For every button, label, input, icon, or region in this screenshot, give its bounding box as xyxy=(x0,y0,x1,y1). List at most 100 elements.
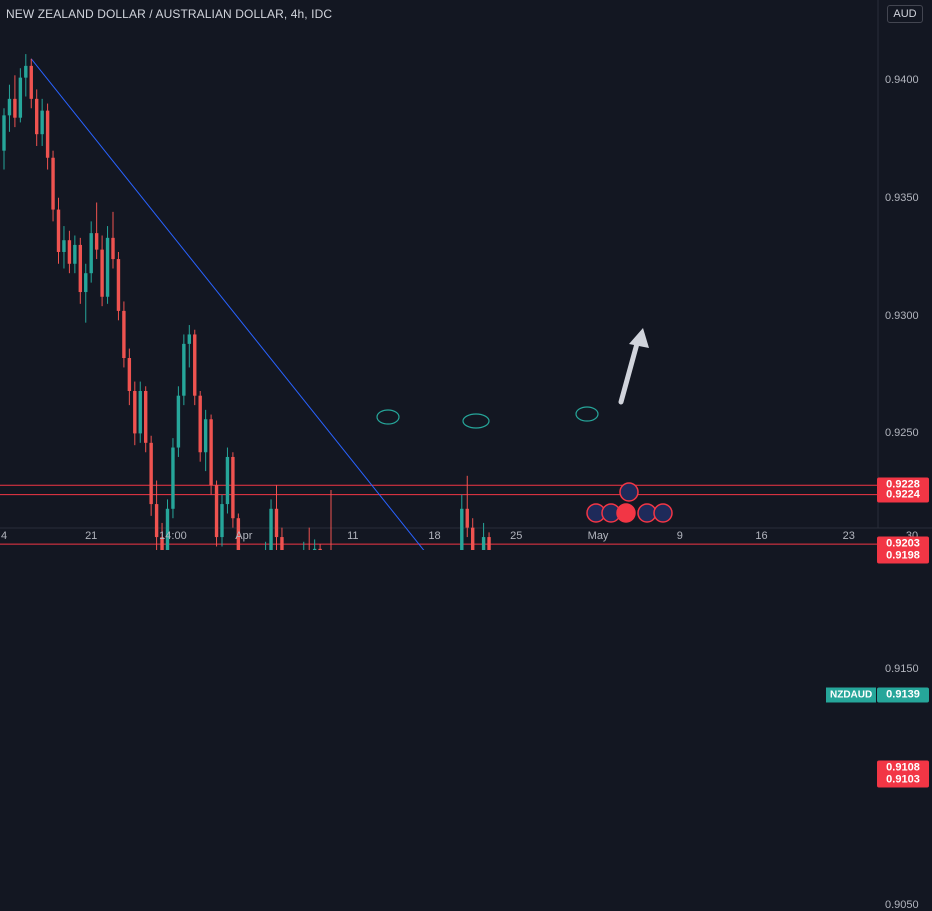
candle xyxy=(78,237,82,304)
candle-body xyxy=(269,508,273,550)
candle-body xyxy=(62,240,66,252)
level-price-label: 0.9198 xyxy=(877,548,929,564)
candle xyxy=(149,435,153,516)
candle-body xyxy=(165,508,170,550)
candle-body xyxy=(13,98,17,118)
arrow-shaft xyxy=(618,337,641,405)
candle xyxy=(198,390,202,462)
price-tick-label: 0.9400 xyxy=(885,74,919,86)
economic-event-icons[interactable] xyxy=(586,482,673,523)
chart-canvas[interactable] xyxy=(0,0,932,550)
candle xyxy=(51,150,55,222)
candle xyxy=(7,84,12,132)
candle-body xyxy=(29,65,33,99)
candle-body xyxy=(193,334,197,396)
candle xyxy=(225,447,230,514)
level-price-label: 0.9203 xyxy=(877,536,929,552)
candle xyxy=(280,527,284,550)
candle-body xyxy=(171,447,175,509)
candle xyxy=(203,409,208,472)
candle xyxy=(312,539,317,550)
projection-arrow[interactable] xyxy=(618,328,649,405)
candle-body xyxy=(274,508,279,538)
bottom-marker-ellipse[interactable] xyxy=(376,409,400,425)
candle-body xyxy=(116,259,121,311)
currency-badge[interactable]: AUD xyxy=(887,5,923,23)
candle xyxy=(165,499,170,550)
arrow-head xyxy=(629,328,649,348)
candle xyxy=(111,211,115,269)
candle-body xyxy=(40,110,44,135)
candle xyxy=(67,230,72,274)
candle-body xyxy=(182,343,186,396)
candle xyxy=(303,541,305,550)
bottom-marker-ellipse[interactable] xyxy=(462,413,490,429)
candle xyxy=(471,518,475,550)
symbol-label: NZDAUD xyxy=(826,687,877,703)
time-tick-label: Apr xyxy=(235,530,253,542)
last-price-label: 0.9139 xyxy=(877,687,929,703)
candle-body xyxy=(122,310,126,359)
candle-body xyxy=(18,77,23,118)
candle xyxy=(274,485,279,550)
time-tick-label: 9 xyxy=(676,530,683,542)
horizontal-levels[interactable] xyxy=(0,484,878,550)
candle-body xyxy=(45,110,50,158)
trendline[interactable] xyxy=(30,58,655,550)
au-flag-icon[interactable] xyxy=(616,503,636,523)
candle xyxy=(265,541,267,550)
au-flag-icon[interactable] xyxy=(619,482,639,502)
candle-body xyxy=(138,390,142,434)
level-price-label: 0.9224 xyxy=(877,487,929,503)
candle-body xyxy=(312,548,317,550)
candle xyxy=(231,452,235,528)
double-bottom-markers[interactable] xyxy=(376,406,599,429)
candle-body xyxy=(2,115,6,151)
candle xyxy=(116,251,121,321)
candle xyxy=(182,334,186,406)
price-tick-label: 0.9050 xyxy=(885,898,919,911)
candle xyxy=(40,98,44,146)
candle xyxy=(13,75,17,128)
candle xyxy=(144,386,148,453)
candle-body xyxy=(460,508,464,550)
candle xyxy=(84,263,88,323)
candle-body xyxy=(24,65,28,78)
candle xyxy=(460,494,464,550)
candle-body xyxy=(67,240,72,264)
level-price-label: 0.9103 xyxy=(877,772,929,788)
au-flag-icon[interactable] xyxy=(653,503,673,523)
candle-body xyxy=(100,249,104,297)
candle xyxy=(35,89,39,146)
candle xyxy=(154,480,159,550)
candle-body xyxy=(111,237,115,260)
candle xyxy=(2,108,6,170)
candle xyxy=(138,381,142,443)
candle xyxy=(481,522,486,550)
candle xyxy=(209,414,213,495)
candle xyxy=(193,329,197,406)
time-tick-label: 21 xyxy=(85,530,98,542)
candle-body xyxy=(149,442,153,505)
time-tick-label: 25 xyxy=(510,530,523,542)
candle xyxy=(56,197,61,264)
candle xyxy=(176,386,181,457)
candle xyxy=(89,221,93,283)
candle-body xyxy=(209,419,213,486)
candle xyxy=(18,68,23,123)
candle xyxy=(465,475,469,538)
bottom-marker-ellipse[interactable] xyxy=(575,406,599,422)
candle xyxy=(487,532,491,550)
candle-body xyxy=(160,537,164,550)
candle xyxy=(171,438,175,519)
candle-body xyxy=(35,98,39,135)
candle-body xyxy=(105,237,110,297)
candle xyxy=(187,325,191,368)
candle-body xyxy=(280,537,284,550)
price-tick-label: 0.9350 xyxy=(885,191,919,204)
candle xyxy=(105,226,110,304)
time-tick-label: 11 xyxy=(347,530,359,542)
candle-body xyxy=(471,527,475,550)
candle xyxy=(62,226,66,269)
candle-body xyxy=(176,395,181,448)
